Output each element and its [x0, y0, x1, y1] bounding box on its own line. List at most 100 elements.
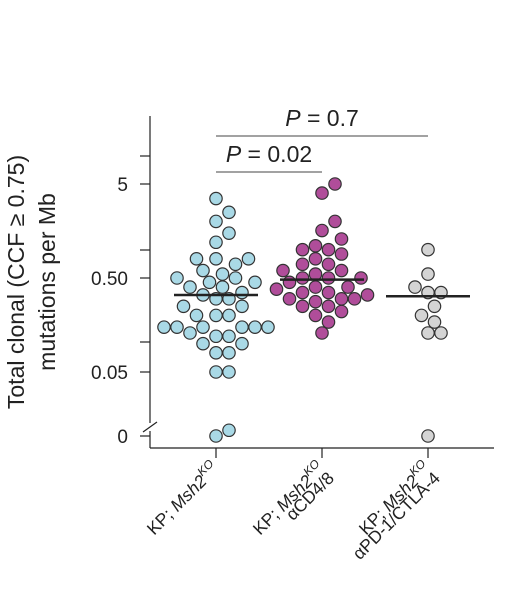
data-point — [421, 429, 435, 443]
data-point — [334, 247, 349, 261]
data-point — [222, 329, 236, 344]
data-point — [360, 288, 375, 302]
data-point — [427, 315, 442, 329]
data-point — [209, 329, 223, 344]
data-point — [308, 239, 323, 253]
significance-brackets: P = 0.7P = 0.02 — [216, 105, 428, 173]
data-point — [209, 214, 223, 229]
data-point — [235, 320, 249, 334]
data-point — [328, 214, 342, 229]
data-point — [295, 271, 310, 285]
data-point — [308, 252, 323, 266]
data-point — [209, 346, 223, 360]
data-point — [228, 271, 243, 285]
data-point — [209, 365, 223, 379]
data-point — [222, 365, 236, 379]
y-axis-title-line-1: Total clonal (CCF ≥ 0.75) — [3, 155, 29, 409]
data-point — [308, 280, 323, 294]
data-point — [215, 267, 230, 281]
category-label: KP; Msh2KOαCD4/8 — [247, 457, 338, 548]
data-point — [202, 275, 217, 290]
data-point — [261, 320, 275, 334]
data-point — [321, 315, 336, 329]
data-point — [315, 326, 329, 340]
data-point — [222, 308, 236, 323]
data-point — [321, 299, 336, 314]
data-point — [408, 280, 422, 294]
data-point — [235, 299, 249, 314]
y-axis-title-line-2: mutations per Mb — [34, 193, 60, 371]
data-point — [196, 320, 210, 334]
p-value: = 0.02 — [241, 141, 312, 167]
data-point — [176, 299, 191, 314]
data-point — [235, 336, 249, 351]
data-point — [222, 423, 236, 438]
data-point — [170, 320, 184, 334]
data-point — [321, 285, 336, 300]
data-point — [189, 308, 204, 323]
data-point — [308, 294, 323, 309]
data-point — [248, 320, 262, 334]
data-point — [170, 271, 184, 285]
data-point — [321, 257, 336, 272]
data-point — [183, 280, 197, 294]
data-point — [421, 326, 435, 340]
data-point — [209, 191, 223, 206]
data-point — [222, 205, 236, 220]
y-tick-label: 0.50 — [91, 269, 128, 290]
data-point — [295, 299, 310, 314]
data-point — [209, 235, 223, 250]
data-point — [421, 242, 435, 257]
y-tick-label: 0 — [117, 427, 128, 448]
data-point — [295, 285, 310, 300]
data-point — [215, 280, 230, 294]
category-label-line: KP; Msh2KO — [141, 457, 223, 539]
data-point — [434, 326, 448, 340]
data-point — [295, 257, 310, 272]
category-labels: KP; Msh2KO KP; Msh2KOαCD4/8 KP; Msh2KOαPD-… — [141, 456, 444, 564]
data-point — [222, 226, 236, 240]
median-lines — [174, 278, 470, 298]
data-point — [209, 308, 223, 323]
data-point — [282, 292, 297, 306]
data-point — [157, 320, 171, 334]
data-points — [157, 177, 448, 443]
category-label: KP; Msh2KO — [141, 457, 223, 539]
data-point — [427, 299, 442, 314]
data-point — [341, 280, 355, 294]
data-point — [308, 308, 323, 323]
y-axis-label: Total clonal (CCF ≥ 0.75) mutations per M… — [3, 155, 60, 409]
p-value-label: P = 0.7 — [285, 105, 359, 131]
data-point — [334, 292, 349, 306]
data-point — [334, 304, 349, 319]
data-point — [248, 275, 262, 290]
data-point — [328, 177, 342, 191]
p-value: = 0.7 — [301, 105, 359, 131]
data-point — [421, 267, 435, 281]
p-value-label: P = 0.02 — [226, 141, 312, 167]
data-point — [241, 252, 256, 266]
data-point — [334, 263, 349, 278]
data-point — [315, 223, 329, 238]
data-point — [269, 282, 284, 297]
data-point — [276, 263, 290, 278]
data-point — [196, 263, 210, 278]
data-point — [295, 242, 310, 257]
p-symbol: P — [285, 105, 301, 131]
data-point — [347, 292, 362, 306]
data-point — [222, 346, 236, 360]
data-point — [321, 242, 336, 257]
data-point — [183, 326, 197, 340]
data-point — [189, 252, 204, 266]
p-symbol: P — [226, 141, 242, 167]
data-point — [196, 336, 210, 351]
data-point — [321, 271, 336, 285]
data-point — [228, 257, 243, 272]
category-label: KP; Msh2KOαPD-1/CTLA-4 — [337, 456, 444, 563]
data-point — [354, 271, 368, 285]
data-point — [209, 429, 223, 443]
data-point — [414, 308, 429, 323]
axes: 0 0.05 0.50 5 — [91, 116, 494, 458]
data-point — [315, 186, 329, 200]
